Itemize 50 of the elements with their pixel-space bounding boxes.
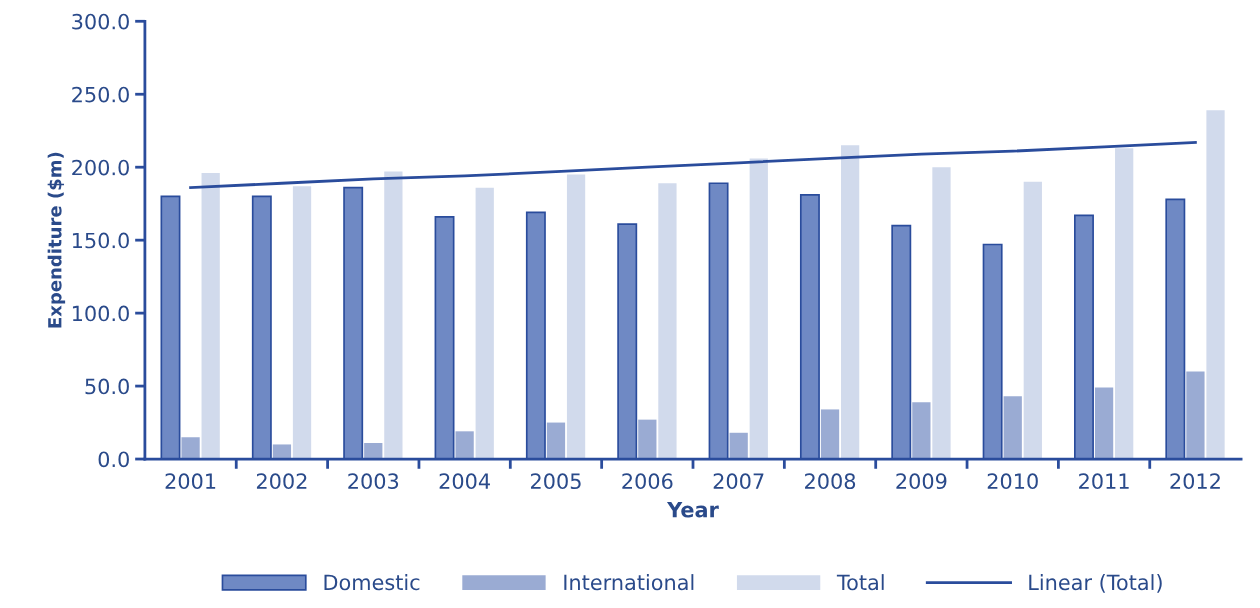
y-axis-title: Expenditure ($m): [47, 152, 66, 328]
bar: [1206, 110, 1225, 460]
x-tick-label: 2009: [896, 473, 947, 490]
legend-label: Linear (Total): [1029, 574, 1162, 593]
bar: [181, 437, 200, 460]
bar: [638, 419, 657, 460]
line-series: [189, 141, 1197, 190]
bar: [566, 174, 586, 460]
bar: [292, 186, 312, 460]
x-tick-label: 2006: [622, 473, 673, 490]
bar: [201, 173, 220, 460]
y-tick-label: 50.0: [85, 378, 129, 395]
bar: [546, 422, 566, 460]
y-tick-label: 250.0: [72, 86, 129, 103]
bar: [1186, 371, 1205, 460]
y-tick-label: 100.0: [72, 305, 129, 322]
x-tick-label: 2007: [713, 473, 764, 490]
bar: [729, 432, 748, 460]
x-tick-label: 2012: [1170, 473, 1220, 490]
bar: [820, 409, 840, 460]
bar: [1094, 387, 1114, 460]
bar: [364, 442, 383, 460]
bar: [384, 171, 403, 460]
bar: [1003, 396, 1022, 460]
x-tick-label: 2010: [987, 473, 1038, 490]
x-tick-label: 2008: [805, 473, 856, 490]
y-tick-label: 0.0: [98, 451, 129, 468]
bar: [1023, 181, 1042, 460]
y-tick-label: 300.0: [72, 13, 129, 30]
legend-label: Domestic: [324, 574, 420, 591]
bar: [1115, 148, 1134, 460]
x-tick-label: 2004: [439, 473, 490, 490]
y-tick-label: 150.0: [72, 232, 129, 249]
legend-label: Total: [836, 574, 884, 591]
bar: [658, 183, 677, 460]
bar: [932, 167, 951, 460]
x-tick-label: 2005: [530, 473, 581, 490]
bar: [840, 145, 860, 460]
x-tick-label: 2002: [256, 473, 307, 490]
bar: [475, 187, 494, 460]
x-axis-title: Year: [666, 502, 719, 518]
x-tick-label: 2011: [1079, 473, 1129, 490]
bar: [272, 444, 292, 460]
x-tick-label: 2001: [165, 473, 216, 490]
bar: [455, 431, 474, 460]
x-tick-label: 2003: [348, 473, 399, 490]
y-tick-label: 200.0: [72, 159, 129, 176]
legend-label: International: [564, 574, 694, 591]
bar: [749, 158, 768, 460]
bar: [912, 402, 931, 460]
